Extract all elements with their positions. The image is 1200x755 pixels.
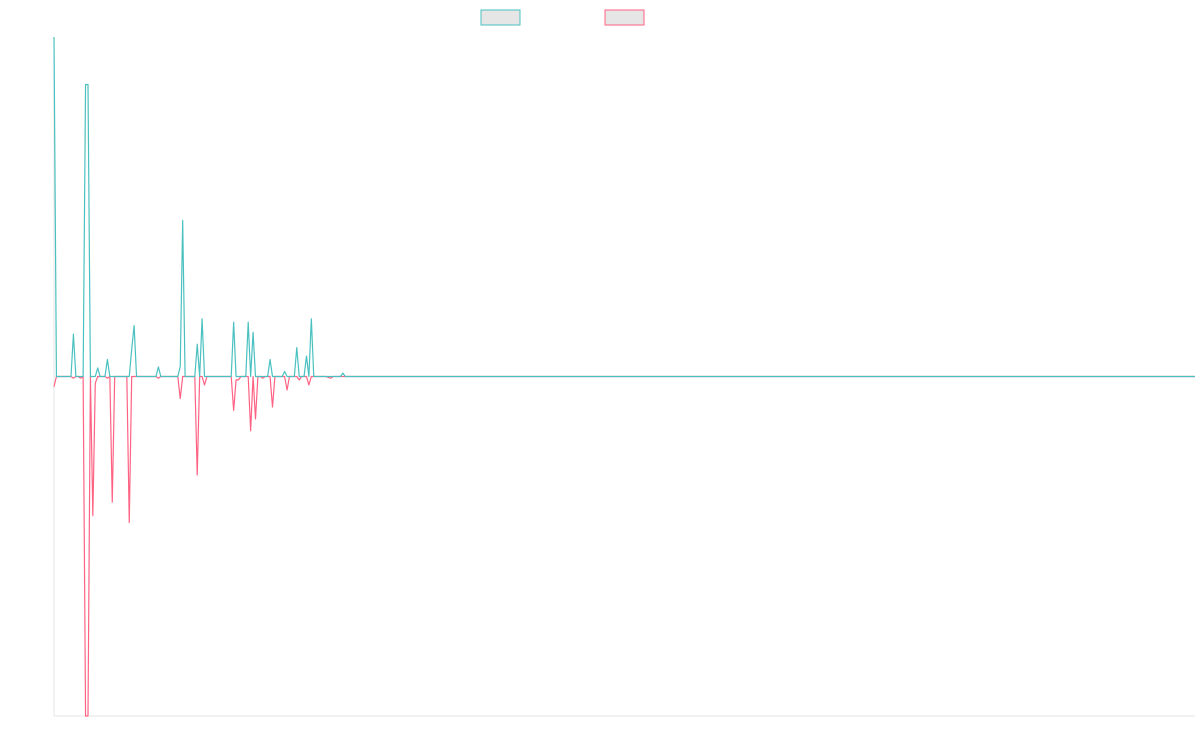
series-line-1 (53, 36, 1195, 378)
series-lines (53, 36, 1195, 717)
legend-swatch-1[interactable] (480, 9, 521, 26)
series-line-2 (53, 375, 1195, 717)
legend-item-1[interactable] (480, 9, 521, 26)
legend-item-2[interactable] (604, 9, 645, 26)
legend[interactable] (480, 9, 645, 26)
axes (53, 37, 1195, 717)
legend-swatch-2[interactable] (604, 9, 645, 26)
